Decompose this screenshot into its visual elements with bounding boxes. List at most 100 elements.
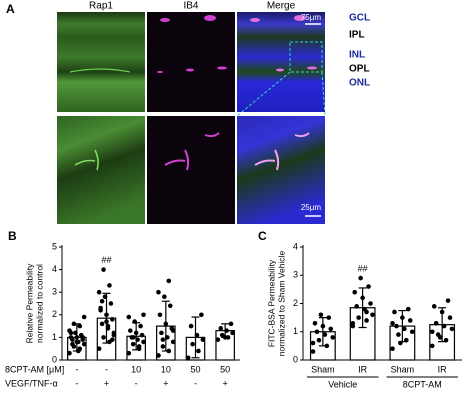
data-point xyxy=(328,326,334,332)
micrograph xyxy=(57,116,145,224)
vessel xyxy=(164,132,220,171)
data-point xyxy=(166,348,172,354)
data-point xyxy=(354,304,360,309)
data-point xyxy=(74,335,80,340)
data-point xyxy=(194,332,200,338)
data-point xyxy=(366,284,371,289)
data-point xyxy=(364,309,369,315)
data-point xyxy=(360,295,365,301)
data-point xyxy=(196,348,201,354)
data-point xyxy=(98,305,103,311)
x-tick-label: IR xyxy=(438,364,448,374)
y-tick-label: 2 xyxy=(52,309,57,319)
data-point xyxy=(368,301,373,306)
data-point xyxy=(126,350,132,356)
data-point xyxy=(156,353,161,358)
data-point xyxy=(70,341,75,347)
data-point xyxy=(67,350,72,356)
data-point xyxy=(111,332,117,338)
data-point xyxy=(429,329,435,335)
x-tick-label: - xyxy=(135,378,138,388)
vessel xyxy=(69,68,131,73)
data-point xyxy=(230,330,235,336)
data-point xyxy=(358,275,363,281)
layer-label: OPL xyxy=(349,64,370,75)
data-point xyxy=(394,323,399,329)
data-point xyxy=(162,294,167,300)
group-label: Vehicle xyxy=(328,379,357,389)
data-point xyxy=(431,304,437,309)
data-point xyxy=(188,323,194,329)
data-point xyxy=(437,335,443,340)
data-point xyxy=(108,301,114,306)
data-point xyxy=(165,335,170,340)
x-tick-label: Sham xyxy=(311,364,335,374)
data-point xyxy=(96,289,102,295)
error-bar xyxy=(191,316,200,359)
y-tick-label: 0 xyxy=(293,354,298,364)
y-tick-label: 5 xyxy=(52,241,57,251)
data-point xyxy=(190,341,195,347)
data-point xyxy=(99,298,105,304)
data-point xyxy=(81,341,87,347)
data-point xyxy=(102,294,108,300)
data-point xyxy=(314,329,320,335)
zoom-line xyxy=(236,71,291,117)
data-point xyxy=(141,339,146,345)
data-point xyxy=(199,312,204,318)
data-point xyxy=(392,309,397,315)
data-point xyxy=(407,318,413,323)
data-point xyxy=(130,335,136,340)
data-point xyxy=(73,330,78,336)
vessel xyxy=(74,149,99,171)
data-point xyxy=(136,344,142,349)
panel-label: C xyxy=(258,229,267,243)
data-point xyxy=(96,346,102,352)
panel-label: B xyxy=(8,229,17,243)
data-point xyxy=(350,320,356,326)
data-point xyxy=(320,323,326,329)
data-point xyxy=(390,320,395,326)
data-point xyxy=(166,278,172,284)
row-label: VEGF/TNF-α xyxy=(5,378,58,388)
significance-label: ## xyxy=(358,263,368,273)
x-tick-label: + xyxy=(163,378,168,388)
data-point xyxy=(110,317,115,322)
layer-label: ONL xyxy=(349,78,370,89)
data-point xyxy=(405,306,411,312)
data-point xyxy=(402,326,407,332)
data-point xyxy=(170,328,176,333)
data-point xyxy=(110,337,115,342)
data-point xyxy=(159,330,164,336)
data-point xyxy=(81,314,87,320)
data-point xyxy=(80,335,86,340)
data-point xyxy=(126,314,132,320)
data-point xyxy=(77,323,83,329)
column-header: Rap1 xyxy=(89,1,113,12)
data-point xyxy=(398,340,403,346)
data-point xyxy=(141,312,146,318)
data-point xyxy=(429,343,435,349)
data-point xyxy=(215,337,221,342)
zoom-line xyxy=(321,71,326,117)
y-tick-label: 0 xyxy=(52,354,57,364)
data-point xyxy=(443,337,449,343)
vessel-specks xyxy=(157,15,227,73)
y-tick-label: 1 xyxy=(293,326,298,336)
x-tick-label: IR xyxy=(358,364,368,374)
data-point xyxy=(167,303,173,309)
x-tick-label: + xyxy=(104,378,109,388)
data-point xyxy=(352,289,358,295)
data-point xyxy=(105,323,111,329)
x-tick-label: Sham xyxy=(391,364,415,374)
data-point xyxy=(156,289,161,295)
column-header: Merge xyxy=(267,1,296,12)
data-point xyxy=(316,337,322,343)
data-point xyxy=(74,339,80,345)
data-point xyxy=(104,312,109,318)
micrograph xyxy=(237,116,325,224)
data-point xyxy=(439,309,445,315)
y-axis-label: Relative Permeability xyxy=(24,263,34,344)
data-point xyxy=(370,312,375,318)
